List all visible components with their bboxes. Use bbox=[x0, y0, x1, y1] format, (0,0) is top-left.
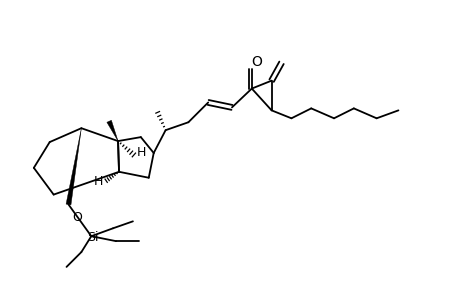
Polygon shape bbox=[66, 128, 81, 205]
Text: O: O bbox=[73, 211, 82, 224]
Text: H: H bbox=[93, 175, 103, 188]
Text: H: H bbox=[137, 146, 146, 160]
Text: Si: Si bbox=[87, 231, 99, 244]
Polygon shape bbox=[106, 120, 118, 141]
Text: O: O bbox=[251, 55, 262, 69]
